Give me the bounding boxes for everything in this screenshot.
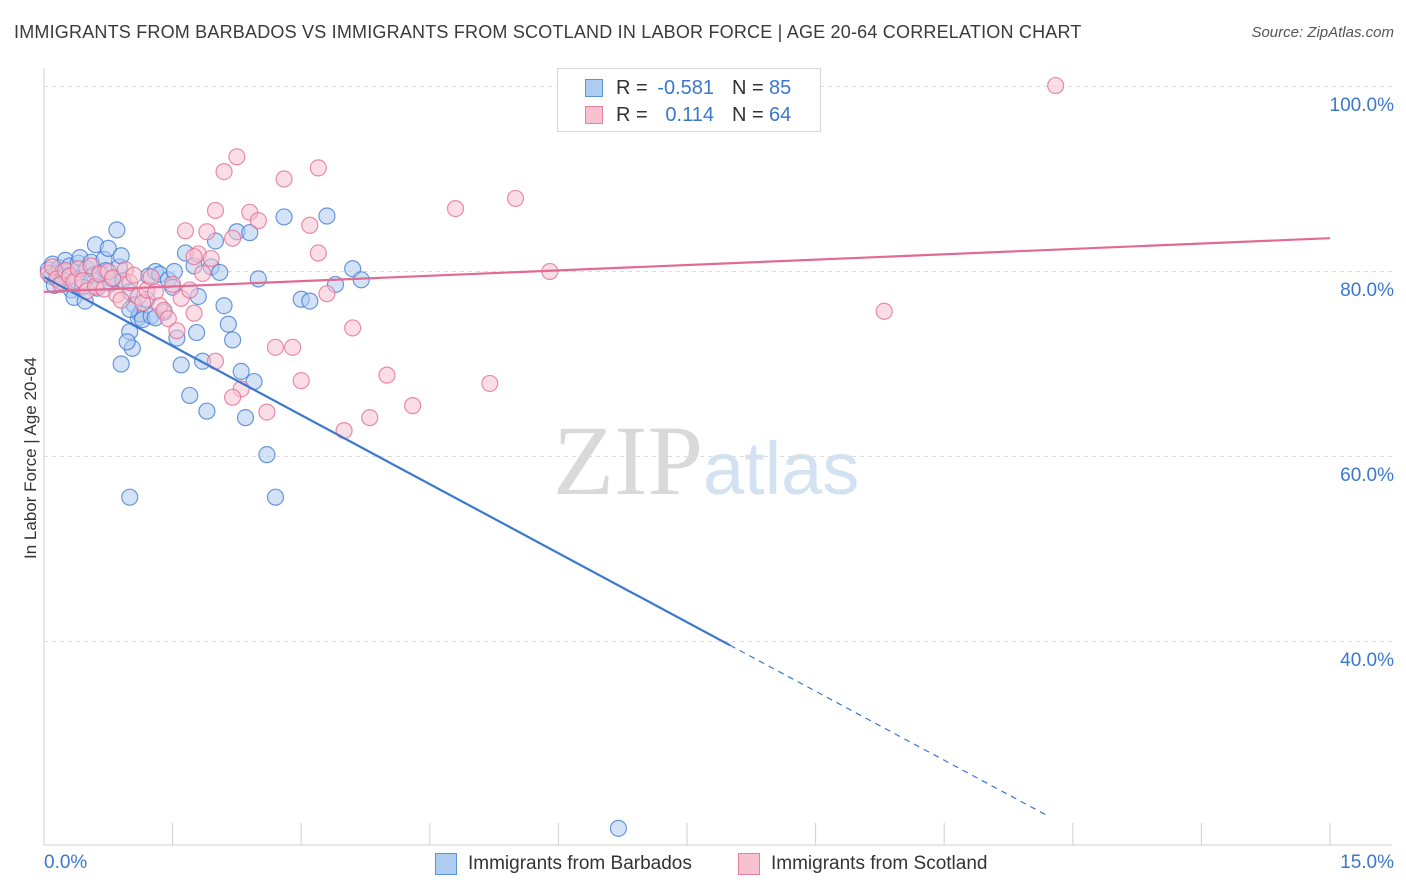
scotland-point [301, 216, 319, 234]
barbados-point [266, 488, 285, 506]
barbados-point [108, 221, 126, 239]
y-tick-label: 80.0% [1340, 279, 1394, 301]
legend-r-value: 0.114 [665, 104, 714, 126]
scotland-point [875, 302, 893, 320]
legend-n-label: N = [732, 104, 764, 126]
legend-n-label: N = [732, 77, 764, 99]
barbados-point [241, 224, 259, 242]
scotland-point [309, 159, 327, 177]
source-label: Source: ZipAtlas.com [1251, 24, 1394, 41]
barbados-point [181, 386, 199, 405]
bottom-legend-swatch-scotland [738, 853, 760, 875]
scotland-point [309, 244, 327, 262]
scotland-point [159, 310, 177, 328]
watermark-atlas: atlas [703, 427, 860, 510]
scotland-point [224, 388, 242, 406]
chart-title: IMMIGRANTS FROM BARBADOS VS IMMIGRANTS F… [14, 22, 1082, 42]
legend-n-value: 64 [769, 104, 792, 126]
barbados-point [275, 208, 293, 226]
legend-swatch-scotland [585, 106, 603, 124]
barbados-point [232, 362, 250, 380]
barbados-point [112, 355, 130, 373]
barbados-point [188, 323, 206, 342]
watermark-zip: ZIP [553, 405, 703, 516]
scotland-point [185, 248, 203, 266]
scotland-point [284, 338, 302, 356]
scotland-point [344, 319, 362, 337]
barbados-point [318, 207, 336, 225]
bottom-legend-label-barbados: Immigrants from Barbados [468, 853, 692, 874]
legend-r-value: -0.581 [657, 77, 714, 99]
barbados-point [211, 263, 229, 282]
scotland-point [378, 366, 396, 384]
scotland-point [481, 374, 499, 393]
scotland-point [292, 372, 310, 390]
scotland-point [112, 291, 130, 309]
scotland-point [142, 268, 160, 286]
barbados-point [219, 315, 237, 333]
scotland-point [446, 200, 465, 218]
correlation-legend: R = -0.581 N = 85 R = 0.114 N = 64 [557, 68, 821, 132]
scotland-point [318, 285, 336, 303]
scotland-point [1047, 76, 1065, 95]
scotland-point [206, 201, 225, 220]
barbados-point [215, 297, 233, 315]
scotland-point [198, 223, 216, 241]
scotland-point [506, 189, 525, 208]
scotland-point [224, 229, 242, 247]
scotland-point [194, 264, 212, 282]
scotland-point [181, 281, 199, 299]
barbados-point [301, 292, 319, 310]
barbados-point [99, 239, 117, 257]
scotland-point [266, 338, 285, 356]
y-tick-label: 60.0% [1340, 464, 1394, 486]
scotland-point [228, 148, 246, 166]
bottom-legend-swatch-barbados [435, 853, 457, 875]
scotland-point [404, 397, 422, 415]
scotland-trend-line [43, 237, 1331, 293]
legend-r-label: R = [616, 77, 648, 99]
barbados-point [224, 331, 242, 349]
x-tick-label-max: 15.0% [1340, 852, 1394, 873]
scotland-point [258, 403, 276, 421]
barbados-trend-extension [729, 644, 1048, 816]
watermark: ZIPatlas [553, 403, 859, 518]
scotland-point [215, 163, 233, 181]
barbados-point [198, 402, 216, 420]
y-axis-title: In Labor Force | Age 20-64 [21, 357, 40, 559]
y-tick-label: 100.0% [1329, 94, 1394, 116]
scotland-point [164, 275, 182, 294]
scotland-point [168, 322, 186, 340]
barbados-point [118, 333, 136, 351]
y-tick-label: 40.0% [1340, 649, 1394, 671]
scotland-point [125, 266, 143, 284]
barbados-point [249, 270, 267, 288]
legend-n-value: 85 [769, 77, 792, 99]
bottom-legend-label-scotland: Immigrants from Scotland [771, 853, 988, 874]
scotland-point [275, 170, 293, 188]
scotland-point [202, 249, 220, 268]
legend-r-label: R = [616, 104, 648, 126]
x-tick-label-min: 0.0% [44, 852, 88, 873]
barbados-point [121, 488, 139, 506]
barbados-trend-line [43, 276, 731, 647]
scotland-point [103, 269, 122, 287]
barbados-point [258, 446, 276, 464]
scotland-point [249, 212, 267, 230]
barbados-point [609, 819, 628, 837]
scotland-point [176, 222, 195, 240]
scotland-point [361, 409, 379, 427]
barbados-point [236, 409, 255, 427]
scotland-point [185, 304, 203, 322]
barbados-point [172, 356, 190, 374]
legend-swatch-barbados [585, 79, 603, 97]
